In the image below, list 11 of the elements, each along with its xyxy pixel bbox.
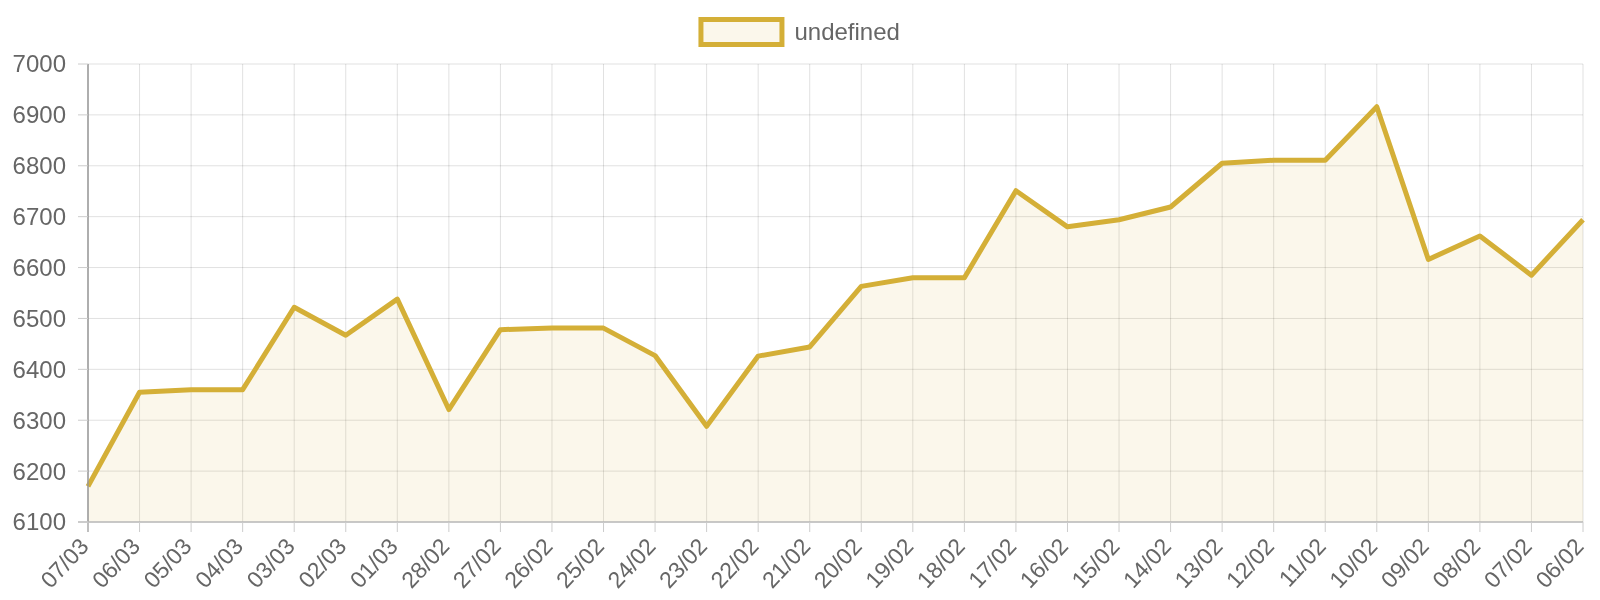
y-tick-label: 6300 <box>12 406 66 434</box>
y-tick-label: 6800 <box>12 152 66 180</box>
y-tick-label: 6200 <box>12 457 66 485</box>
y-tick-label: 6900 <box>12 101 66 129</box>
y-tick-label: 6400 <box>12 355 66 383</box>
y-tick-label: 7000 <box>12 50 66 78</box>
y-tick-label: 6700 <box>12 203 66 231</box>
y-tick-label: 6500 <box>12 304 66 332</box>
y-tick-label: 6100 <box>12 508 66 536</box>
y-tick-label: 6600 <box>12 253 66 281</box>
legend-label: undefined <box>794 18 900 46</box>
